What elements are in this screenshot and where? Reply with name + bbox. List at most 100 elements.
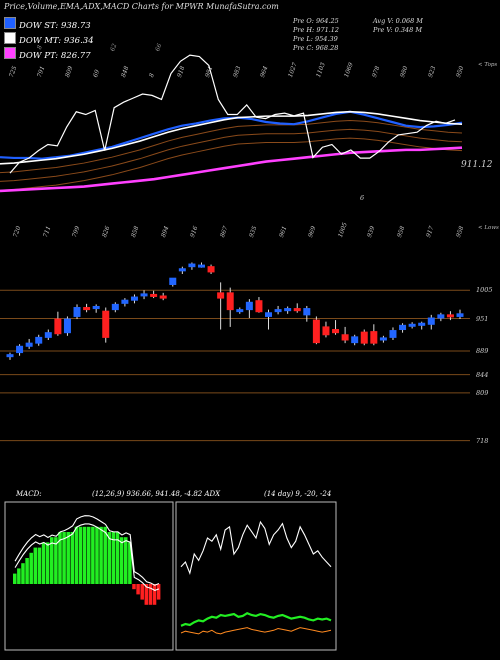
candle-body [360,331,368,344]
candle-body [207,266,215,273]
candle-body [456,313,464,317]
candle-body [169,277,177,285]
candle-body [63,318,71,334]
macd-histogram-bar [91,526,95,584]
number-label: 791 [35,65,47,79]
macd-histogram-bar [37,547,42,584]
macd-histogram-bar [50,537,54,584]
number-label: 8 [147,72,156,79]
number-label: 725 [8,65,19,79]
number-label: 923 [427,65,438,79]
candle-body [437,314,445,319]
macd-histogram-bar [45,542,50,584]
candle-body [150,293,158,297]
chart-title: Price,Volume,EMA,ADX,MACD Charts for MPW… [4,2,279,11]
ema-chart [0,54,463,193]
candle-body [274,309,282,313]
macd-histogram-bar [115,532,120,584]
candle-body [408,323,416,327]
macd-histogram-bar [62,532,66,584]
candle-body [446,314,454,318]
macd-histogram-bar [103,526,107,584]
candle-body [293,308,301,312]
number-label: 848 [119,65,131,79]
number-label: 1103 [315,61,328,79]
macd-histogram-bar [29,552,33,584]
macd-histogram-bar [111,532,116,584]
price-level-label: 718 [476,436,489,445]
candle-body [322,326,330,336]
adx-line-di-2 [180,627,332,635]
macd-histogram-bar [156,584,161,600]
legend-label-pt: DOW PT: 826.77 [19,51,91,61]
macd-histogram-bar [152,584,157,605]
quote-pre-volume: Pre V: 0.348 M [373,26,423,34]
legend-swatch-mt [4,32,16,44]
price-level-label: 1005 [476,286,493,295]
candle-body [178,268,186,272]
legend-swatch-st [4,17,16,29]
macd-histogram-bar [25,558,29,584]
number-label: 950 [455,65,466,79]
number-label: 918 [175,65,187,79]
ema-line-dow-mt [0,110,463,165]
ema-filler-line [0,137,463,191]
number-label: 980 [399,65,410,79]
macd-histogram-bar [54,537,58,584]
candle-body [389,330,397,338]
candle-body [284,308,292,312]
price-candlestick-chart [0,262,470,442]
candle-body [303,308,311,316]
macd-histogram-bar [128,542,132,584]
candle-body [92,305,100,310]
macd-histogram-bar [82,526,87,584]
price-level-label: 844 [476,370,489,379]
number-label: 1027 [287,61,300,79]
legend-label-mt: DOW MT: 936.34 [19,36,94,46]
adx-line-adx-0 [180,520,332,576]
legend-dow-st: DOW ST: 938.73 [4,17,91,31]
candle-body [341,334,349,341]
candle-body [111,303,119,311]
macd-histogram-bar [95,526,99,584]
adx-line-di-1 [180,611,332,627]
macd-histogram-bar [74,526,79,584]
macd-histogram-bar [41,542,46,584]
legend-swatch-pt [4,47,16,59]
macd-histogram-bar [78,526,83,584]
candle-body [102,310,110,338]
macd-histogram-bar [140,584,144,600]
candle-body [130,296,138,301]
macd-chart [4,501,174,651]
macd-histogram-bar [13,573,17,584]
ema-extra-label: 6 [360,194,365,202]
candle-body [265,312,273,317]
candle-body [140,293,148,297]
candle-body [226,292,234,311]
faint-number-label: 62 [109,42,119,53]
candle-body [245,301,253,311]
candle-body [351,336,359,344]
macd-line [14,515,160,586]
candle-body [312,319,320,344]
ema-line-dow-pt [0,146,463,193]
candle-body [379,337,387,341]
faint-number-label: 66 [154,42,164,53]
macd-histogram-bar [107,532,112,584]
candle-body [25,342,33,347]
macd-histogram-bar [58,532,62,584]
macd-values: (12,26,9) 936.66, 941.48, -4.82 ADX [92,490,221,498]
tops-axis-note: < Tops [478,62,498,68]
macd-histogram-bar [144,584,149,605]
macd-histogram-bar [148,584,153,605]
quote-open: Pre O: 964.25 [293,17,339,25]
macd-histogram-bar [70,532,75,584]
candle-body [44,332,52,338]
candle-body [418,322,426,326]
candle-body [236,309,244,313]
candle-body [73,307,81,317]
macd-signal-line [14,523,160,592]
number-label: 964 [259,65,270,79]
quote-low: Pre L: 954.39 [293,35,338,43]
candle-body [6,354,14,358]
